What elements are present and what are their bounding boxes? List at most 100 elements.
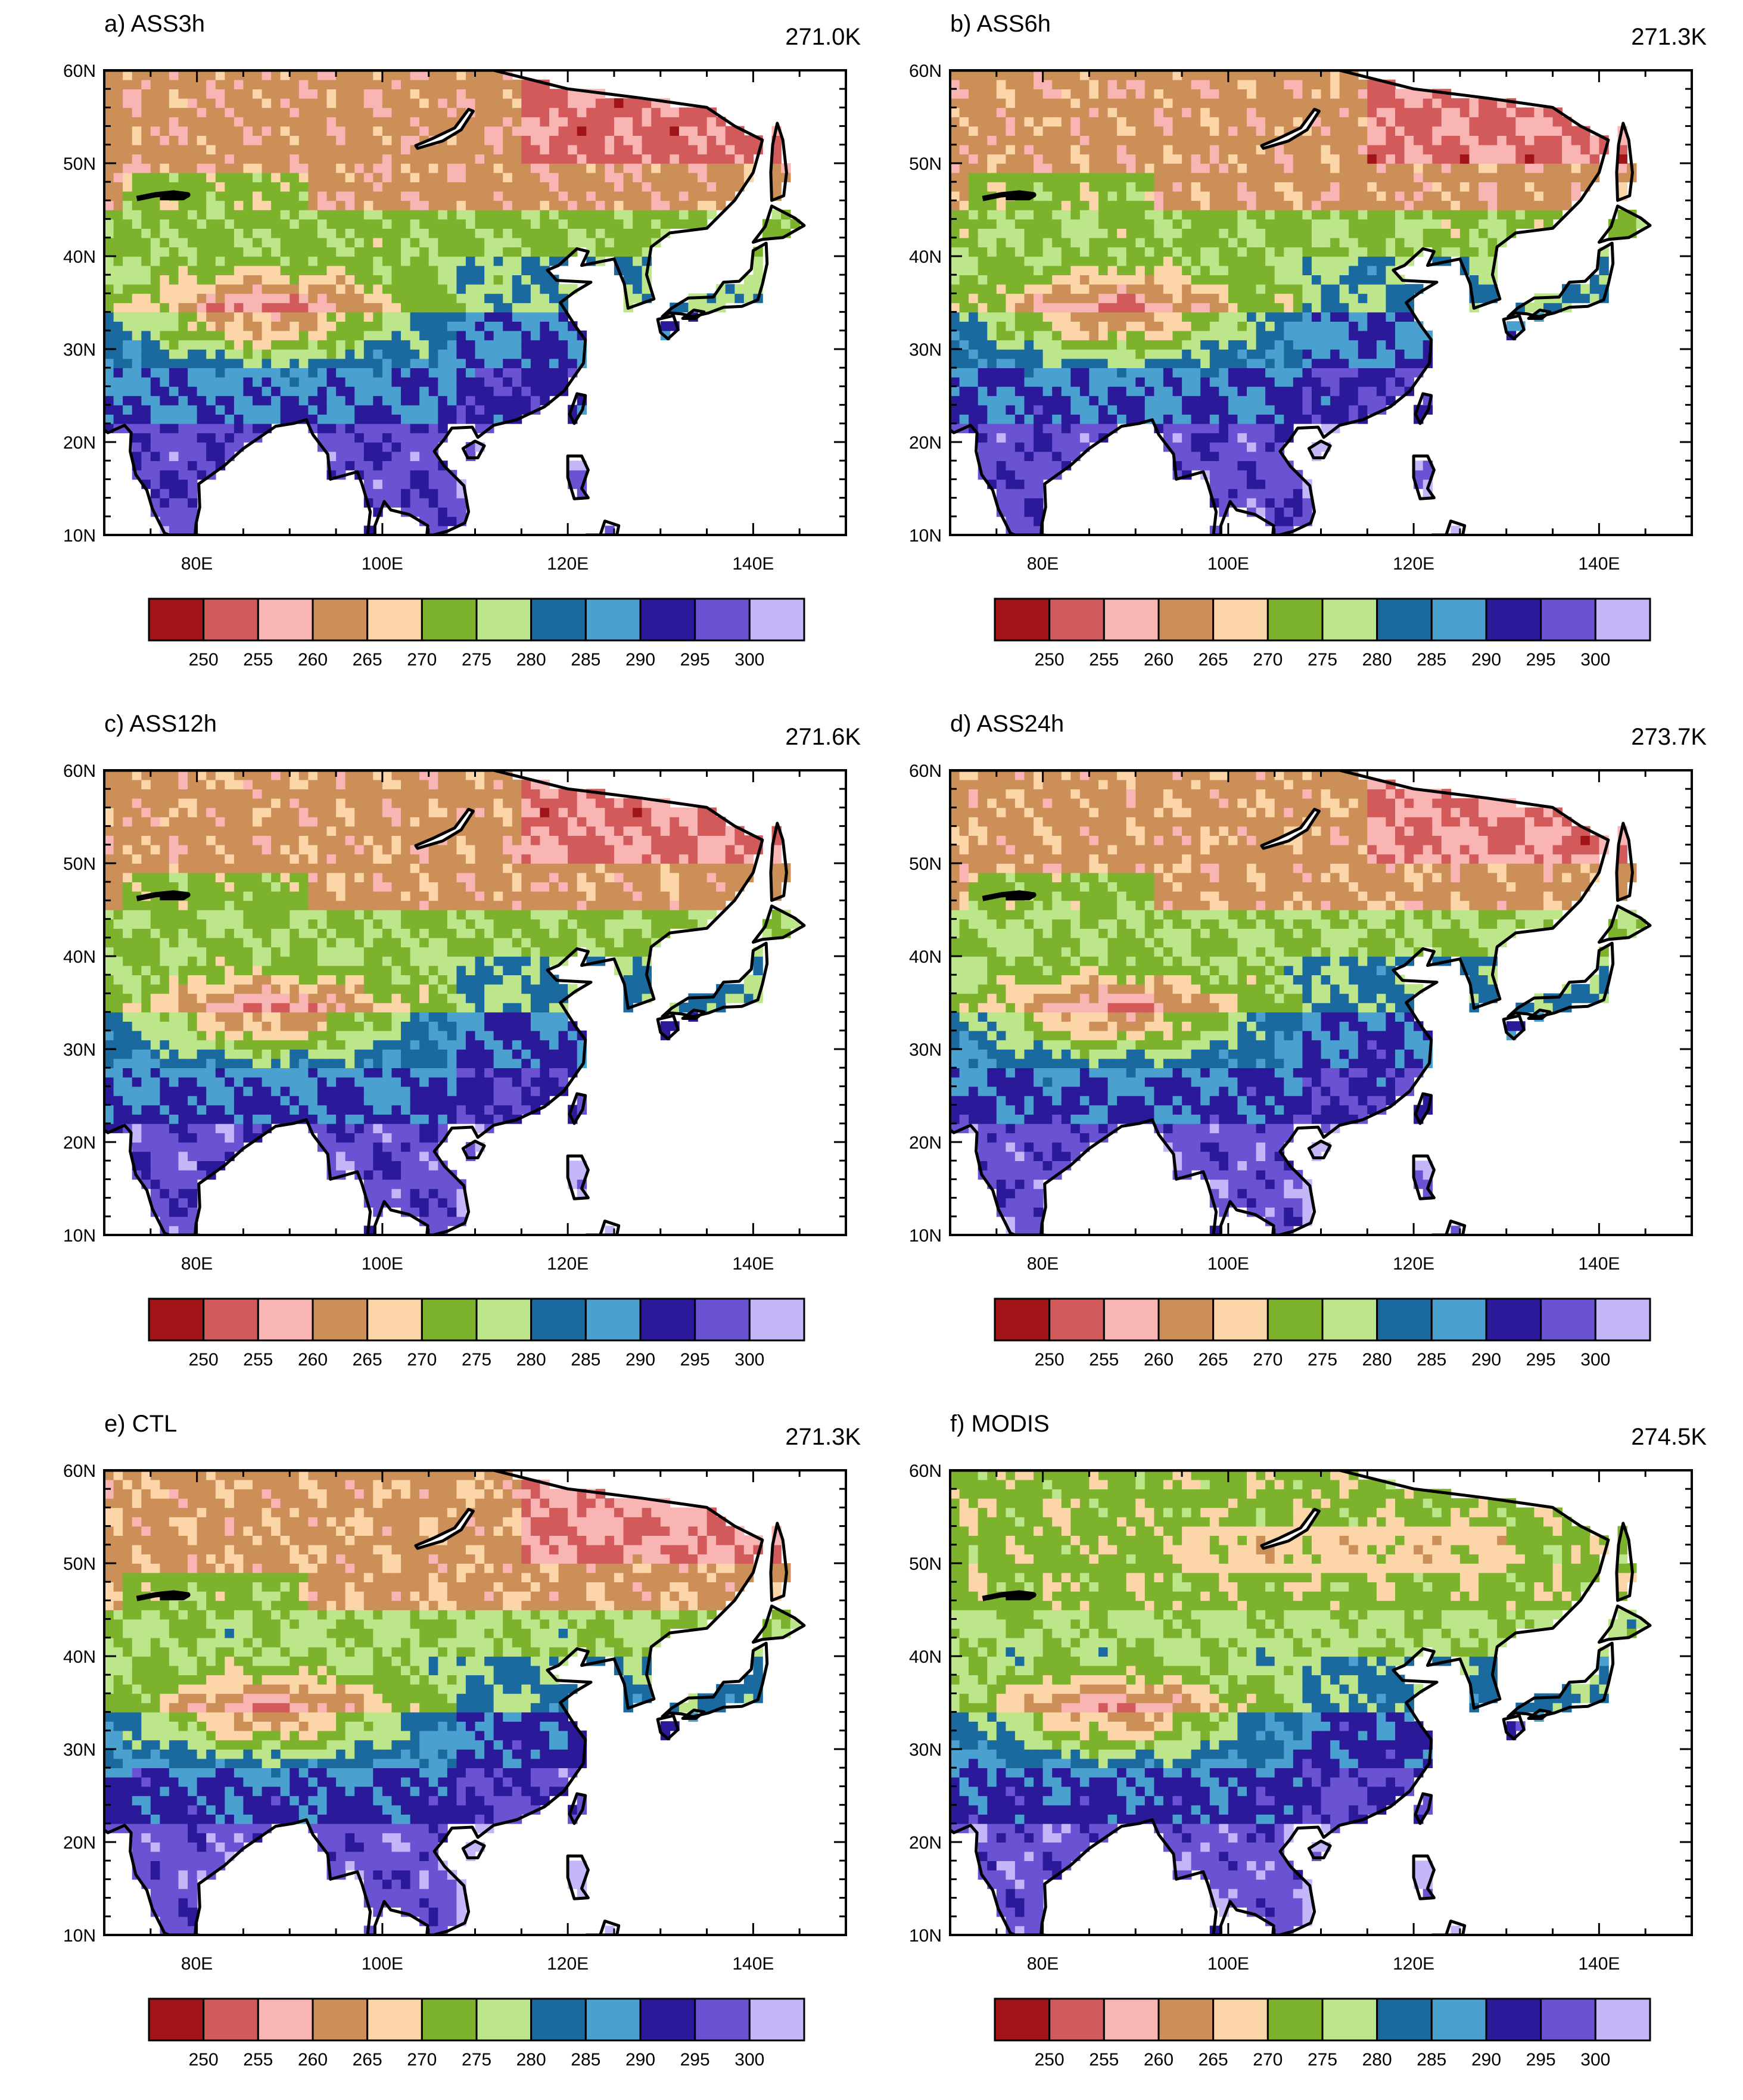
field-cell: [1117, 135, 1127, 145]
field-cell: [1135, 89, 1146, 99]
colorbar-label: 300: [734, 650, 764, 670]
field-cell: [1321, 396, 1331, 406]
field-cell: [253, 368, 263, 378]
field-cell: [1339, 358, 1349, 368]
field-cell: [150, 293, 161, 303]
field-cell: [540, 200, 550, 210]
field-cell: [178, 98, 188, 108]
field-cell: [428, 154, 439, 164]
field-cell: [1506, 163, 1517, 173]
field-cell: [1024, 312, 1034, 322]
field-cell: [959, 172, 969, 182]
field-cell: [475, 126, 485, 136]
field-cell: [1079, 200, 1090, 210]
field-cell: [1571, 163, 1582, 173]
field-cell: [1311, 172, 1322, 182]
field-cell: [969, 200, 979, 210]
field-cell: [1256, 247, 1266, 257]
field-cell: [391, 98, 401, 108]
field-cell: [160, 182, 170, 192]
field-cell: [568, 117, 578, 127]
field-cell: [188, 182, 198, 192]
field-cell: [215, 284, 226, 294]
field-cell: [456, 507, 466, 517]
field-cell: [1200, 368, 1210, 378]
field-cell: [1367, 210, 1377, 220]
field-cell: [113, 228, 123, 238]
field-cell: [1191, 117, 1201, 127]
field-cell: [484, 135, 494, 145]
field-cell: [1376, 182, 1387, 192]
field-cell: [743, 293, 754, 303]
field-cell: [271, 349, 281, 359]
field-cell: [308, 386, 318, 396]
field-cell: [521, 293, 531, 303]
field-cell: [475, 340, 485, 350]
field-cell: [447, 163, 457, 173]
field-cell: [382, 405, 393, 415]
field-cell: [308, 284, 318, 294]
field-cell: [401, 126, 411, 136]
field-cell: [1191, 405, 1201, 415]
field-cell: [1432, 219, 1442, 229]
field-cell: [1052, 349, 1062, 359]
field-cell: [1219, 126, 1229, 136]
field-cell: [1172, 135, 1182, 145]
field-cell: [1302, 154, 1312, 164]
field-cell: [1469, 210, 1479, 220]
field-cell: [1135, 284, 1146, 294]
field-cell: [271, 182, 281, 192]
field-cell: [178, 79, 188, 89]
field-cell: [178, 442, 188, 452]
field-cell: [132, 330, 142, 341]
field-cell: [996, 107, 1007, 117]
colorbar-swatch: [312, 598, 369, 642]
field-cell: [410, 358, 420, 368]
field-cell: [150, 154, 161, 164]
field-cell: [354, 423, 365, 434]
field-cell: [475, 200, 485, 210]
field-cell: [410, 191, 420, 201]
field-cell: [1006, 330, 1016, 341]
field-cell: [169, 293, 179, 303]
field-cell: [456, 144, 466, 155]
field-cell: [428, 340, 439, 350]
field-cell: [1580, 293, 1591, 303]
field-cell: [317, 321, 328, 331]
field-cell: [1265, 275, 1275, 285]
field-cell: [363, 89, 374, 99]
field-cell: [1024, 89, 1034, 99]
field-cell: [484, 405, 494, 415]
field-cell: [706, 172, 717, 182]
field-cell: [1107, 154, 1118, 164]
field-cell: [1376, 237, 1387, 248]
field-cell: [1098, 386, 1109, 396]
field-cell: [1487, 163, 1498, 173]
field-cell: [1034, 247, 1044, 257]
field-cell: [1524, 303, 1535, 313]
field-cell: [373, 396, 383, 406]
field-cell: [1006, 163, 1016, 173]
field-cell: [1006, 497, 1016, 508]
field-cell: [141, 340, 151, 350]
field-cell: [1126, 163, 1137, 173]
field-cell: [363, 321, 374, 331]
field-cell: [614, 135, 624, 145]
field-cell: [987, 228, 997, 238]
field-cell: [1079, 396, 1090, 406]
field-cell: [132, 182, 142, 192]
field-cell: [549, 312, 559, 322]
field-cell: [225, 340, 235, 350]
field-cell: [271, 275, 281, 285]
field-cell: [1135, 154, 1146, 164]
field-cell: [493, 303, 503, 313]
field-cell: [670, 144, 680, 155]
field-cell: [410, 247, 420, 257]
field-cell: [197, 414, 207, 424]
field-cell: [678, 144, 689, 155]
field-cell: [521, 89, 531, 99]
field-cell: [1126, 191, 1137, 201]
field-cell: [753, 265, 763, 275]
field-cell: [475, 79, 485, 89]
